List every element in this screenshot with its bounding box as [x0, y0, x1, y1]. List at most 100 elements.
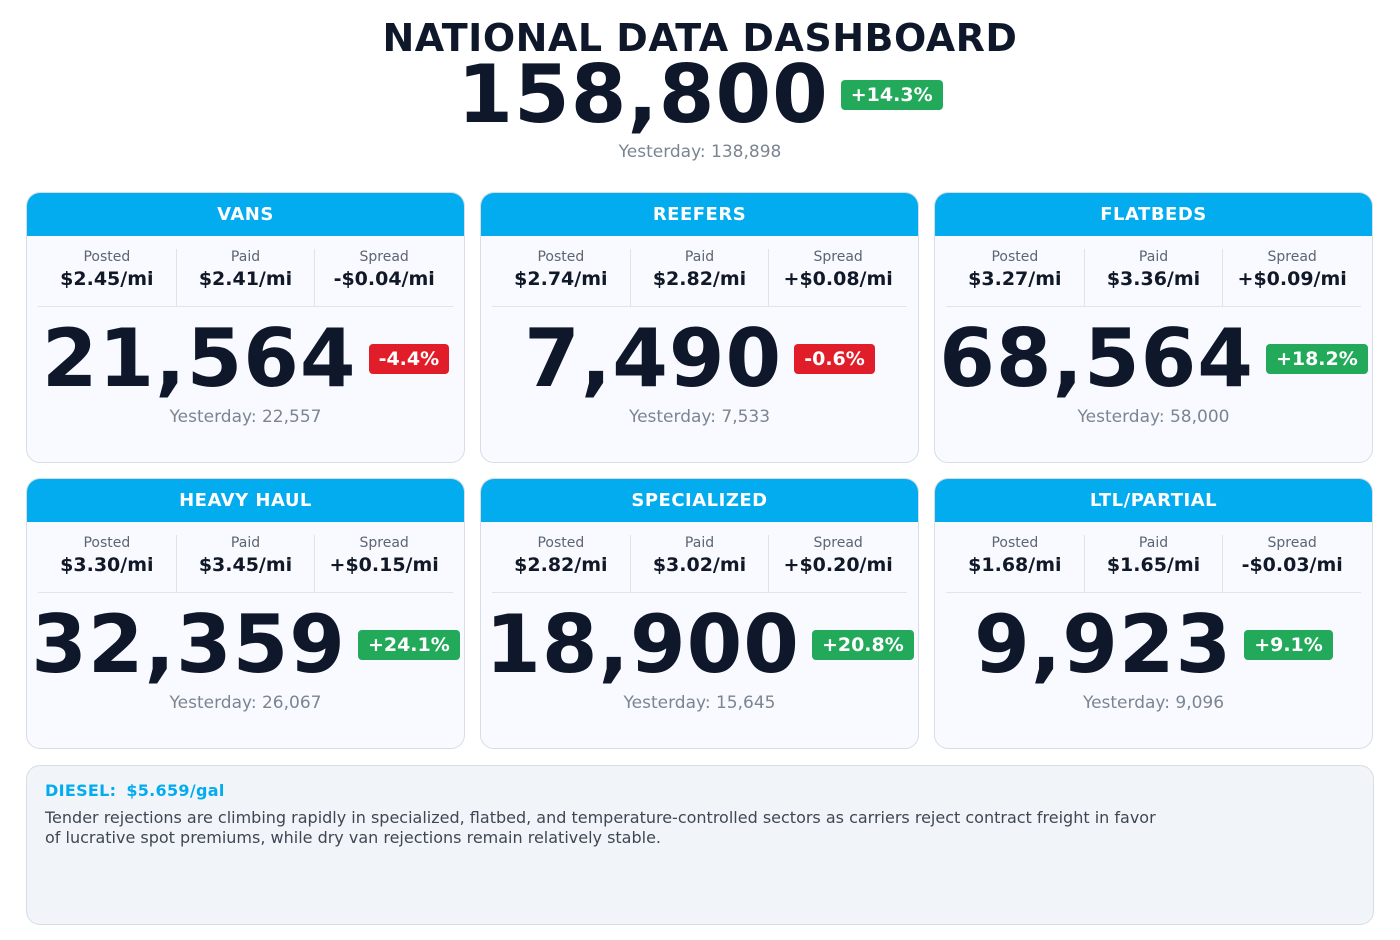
stat-label: Posted: [83, 249, 131, 265]
card-title: HEAVY HAUL: [27, 479, 464, 522]
stat-paid: Paid $2.41/mi: [175, 249, 315, 306]
card-stats: Posted $1.68/mi Paid $1.65/mi Spread -$0…: [946, 535, 1361, 593]
stat-spread: Spread +$0.15/mi: [314, 535, 453, 592]
card-yesterday: Yesterday: 22,557: [169, 407, 322, 427]
summary-panel: DIESEL: $5.659/gal Tender rejections are …: [26, 765, 1374, 925]
stat-label: Posted: [991, 535, 1039, 551]
dashboard-header: NATIONAL DATA DASHBOARD 158,800 +14.3% Y…: [0, 0, 1400, 175]
stat-value: +$0.15/mi: [329, 554, 439, 576]
stat-label: Paid: [230, 249, 261, 265]
stat-label: Paid: [684, 249, 715, 265]
card-change-badge: +18.2%: [1265, 344, 1368, 374]
stat-label: Spread: [813, 249, 863, 265]
total-value: 158,800: [457, 48, 829, 141]
stat-label: Posted: [537, 249, 585, 265]
stat-value: $1.68/mi: [968, 554, 1062, 576]
stat-value: $2.41/mi: [198, 268, 293, 290]
card-main: 9,923 +9.1%: [935, 599, 1372, 691]
stat-value: $3.36/mi: [1106, 268, 1201, 290]
stat-label: Spread: [1267, 535, 1317, 551]
card-value: 21,564: [41, 312, 357, 405]
stat-value: $3.02/mi: [652, 554, 747, 576]
card-yesterday: Yesterday: 7,533: [628, 407, 771, 427]
card-value: 9,923: [974, 598, 1233, 691]
market-summary: Tender rejections are climbing rapidly i…: [45, 808, 1156, 847]
card-yesterday: Yesterday: 15,645: [623, 693, 776, 713]
card-title: REEFERS: [481, 193, 918, 236]
card-yesterday: Yesterday: 26,067: [169, 693, 322, 713]
stat-value: $3.30/mi: [60, 554, 154, 576]
stat-value: $1.65/mi: [1106, 554, 1201, 576]
header-total-row: 158,800 +14.3%: [0, 50, 1400, 140]
stat-value: +$0.09/mi: [1237, 268, 1347, 290]
total-yesterday: Yesterday: 138,898: [618, 142, 782, 162]
card-vans: VANS Posted $2.45/mi Paid $2.41/mi Sprea…: [26, 192, 465, 463]
stat-label: Spread: [1267, 249, 1317, 265]
card-main: 32,359 +24.1%: [27, 599, 464, 691]
stat-paid: Paid $3.02/mi: [629, 535, 769, 592]
stat-posted: Posted $2.82/mi: [492, 535, 630, 592]
stat-paid: Paid $2.82/mi: [629, 249, 769, 306]
stat-spread: Spread +$0.08/mi: [768, 249, 907, 306]
card-change-badge: -0.6%: [794, 344, 875, 374]
stat-posted: Posted $3.30/mi: [38, 535, 176, 592]
card-stats: Posted $2.45/mi Paid $2.41/mi Spread -$0…: [38, 249, 453, 307]
card-value: 7,490: [524, 312, 783, 405]
diesel-price: DIESEL: $5.659/gal: [45, 781, 225, 800]
card-change-badge: +20.8%: [811, 630, 914, 660]
card-title: SPECIALIZED: [481, 479, 918, 522]
card-change-badge: +24.1%: [357, 630, 460, 660]
card-value: 32,359: [31, 598, 346, 691]
stat-label: Paid: [684, 535, 715, 551]
stat-paid: Paid $3.45/mi: [175, 535, 315, 592]
stat-value: +$0.08/mi: [783, 268, 893, 290]
stat-value: -$0.04/mi: [333, 268, 435, 290]
card-title: VANS: [27, 193, 464, 236]
stat-posted: Posted $3.27/mi: [946, 249, 1084, 306]
card-yesterday: Yesterday: 58,000: [1077, 407, 1230, 427]
diesel-value: $5.659/gal: [126, 781, 225, 800]
card-main: 18,900 +20.8%: [481, 599, 918, 691]
stat-label: Posted: [537, 535, 585, 551]
card-heavy-haul: HEAVY HAUL Posted $3.30/mi Paid $3.45/mi…: [26, 478, 465, 749]
stat-value: -$0.03/mi: [1241, 554, 1343, 576]
card-title: LTL/PARTIAL: [935, 479, 1372, 522]
diesel-label: DIESEL:: [45, 781, 117, 800]
stat-spread: Spread +$0.20/mi: [768, 535, 907, 592]
stat-value: $2.82/mi: [514, 554, 608, 576]
stat-value: $3.45/mi: [198, 554, 293, 576]
stat-value: $2.82/mi: [652, 268, 747, 290]
card-yesterday: Yesterday: 9,096: [1082, 693, 1225, 713]
stat-posted: Posted $2.74/mi: [492, 249, 630, 306]
card-main: 7,490 -0.6%: [481, 313, 918, 405]
card-change-badge: +9.1%: [1244, 630, 1333, 660]
stat-paid: Paid $3.36/mi: [1083, 249, 1223, 306]
stat-label: Spread: [813, 535, 863, 551]
stat-paid: Paid $1.65/mi: [1083, 535, 1223, 592]
card-specialized: SPECIALIZED Posted $2.82/mi Paid $3.02/m…: [480, 478, 919, 749]
card-main: 21,564 -4.4%: [27, 313, 464, 405]
card-stats: Posted $3.27/mi Paid $3.36/mi Spread +$0…: [946, 249, 1361, 307]
stat-label: Posted: [83, 535, 131, 551]
stat-posted: Posted $2.45/mi: [38, 249, 176, 306]
stat-label: Spread: [359, 249, 409, 265]
card-flatbeds: FLATBEDS Posted $3.27/mi Paid $3.36/mi S…: [934, 192, 1373, 463]
card-value: 68,564: [939, 312, 1254, 405]
card-title: FLATBEDS: [935, 193, 1372, 236]
stat-label: Paid: [230, 535, 261, 551]
total-change-badge: +14.3%: [840, 80, 943, 110]
stat-value: +$0.20/mi: [783, 554, 893, 576]
stat-spread: Spread -$0.04/mi: [314, 249, 453, 306]
card-main: 68,564 +18.2%: [935, 313, 1372, 405]
card-ltl-partial: LTL/PARTIAL Posted $1.68/mi Paid $1.65/m…: [934, 478, 1373, 749]
stat-spread: Spread -$0.03/mi: [1222, 535, 1361, 592]
stat-value: $2.45/mi: [60, 268, 154, 290]
stat-label: Posted: [991, 249, 1039, 265]
card-stats: Posted $2.74/mi Paid $2.82/mi Spread +$0…: [492, 249, 907, 307]
stat-value: $2.74/mi: [514, 268, 608, 290]
stat-value: $3.27/mi: [968, 268, 1062, 290]
stat-label: Spread: [359, 535, 409, 551]
stat-label: Paid: [1138, 535, 1169, 551]
stat-label: Paid: [1138, 249, 1169, 265]
page-title: NATIONAL DATA DASHBOARD: [382, 16, 1018, 60]
